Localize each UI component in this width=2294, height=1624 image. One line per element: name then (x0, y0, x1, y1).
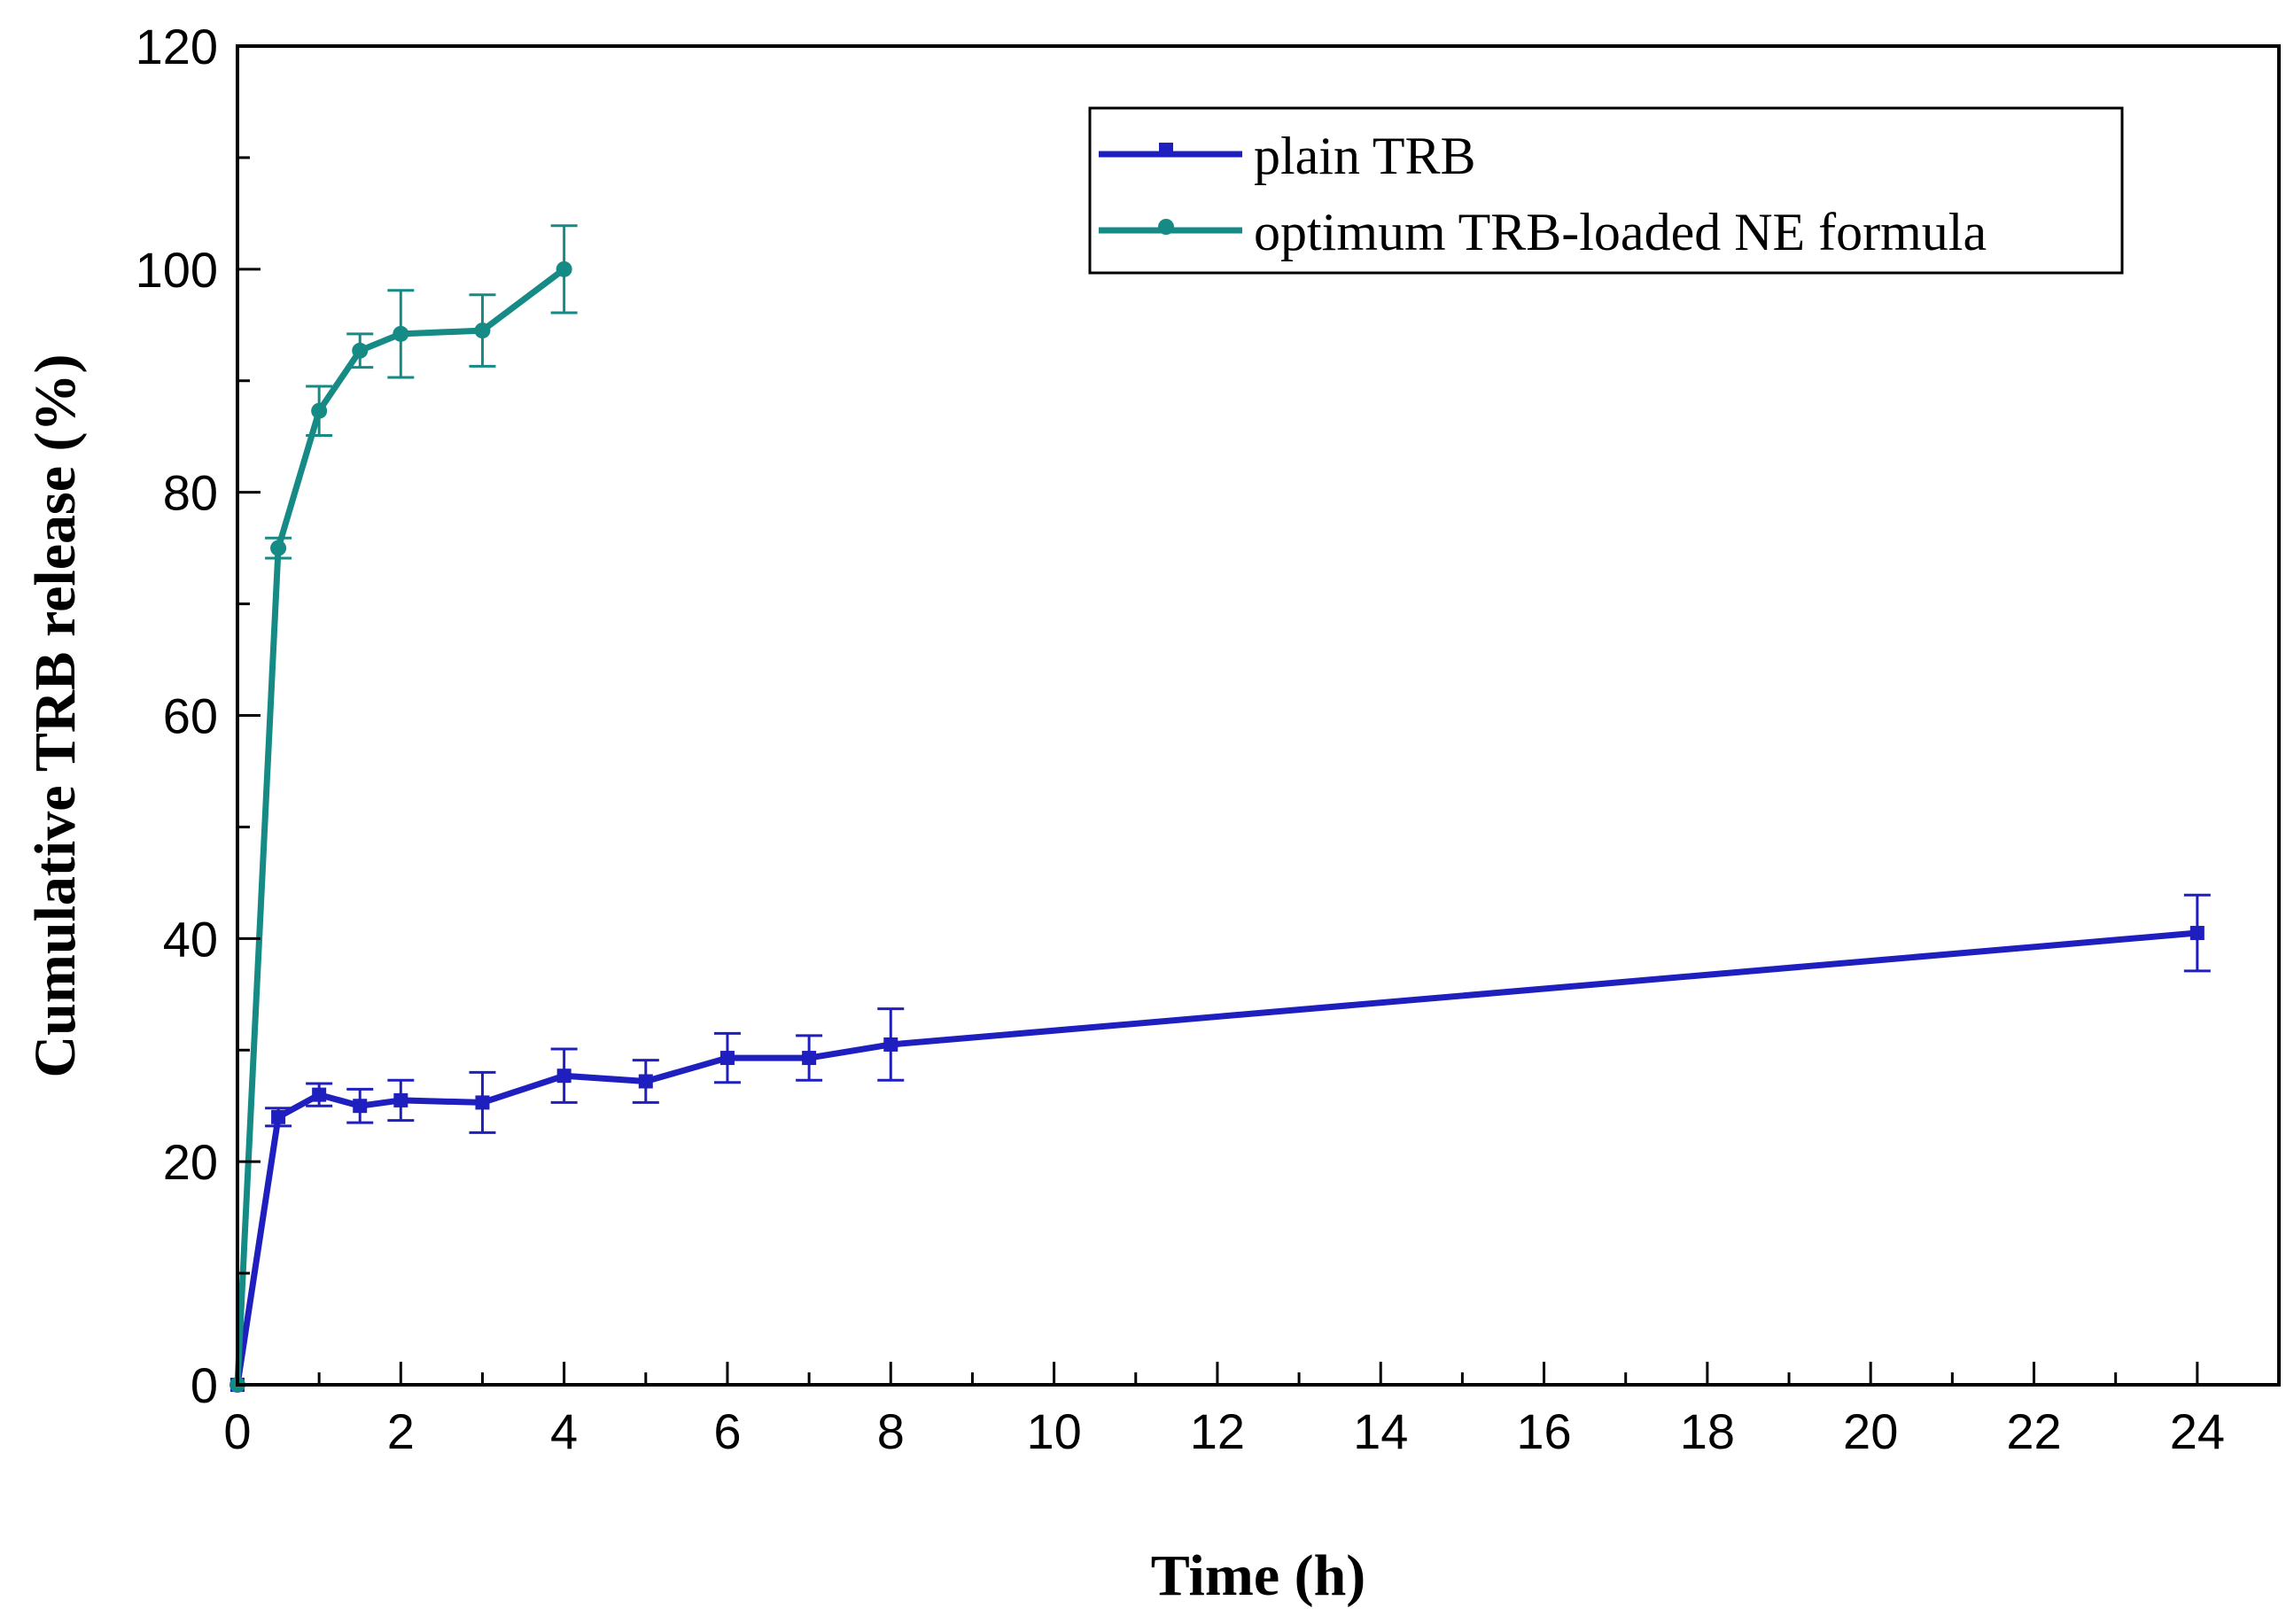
x-tick-label: 14 (1353, 1403, 1408, 1459)
y-tick-label: 80 (163, 465, 218, 521)
x-tick-label: 12 (1190, 1403, 1245, 1459)
legend-marker-ne-formula (1158, 219, 1174, 235)
data-point-plain-trb (475, 1095, 490, 1110)
x-tick-label: 6 (713, 1403, 741, 1459)
legend-label-ne-formula: optimum TRB-loaded NE formula (1254, 203, 1987, 261)
data-point-plain-trb (353, 1099, 368, 1114)
data-point-plain-trb (802, 1051, 817, 1066)
x-tick-label: 2 (387, 1403, 415, 1459)
series-ne-formula (229, 224, 578, 1393)
y-tick-label: 20 (163, 1134, 218, 1190)
data-point-ne-formula (311, 402, 328, 419)
y-tick-label: 60 (163, 688, 218, 744)
x-axis-title: Time (h) (1151, 1543, 1366, 1608)
x-tick-label: 0 (223, 1403, 251, 1459)
y-axis-title: Cumulative TRB release (%) (23, 354, 88, 1078)
legend: plain TRB optimum TRB-loaded NE formula (1088, 106, 2124, 275)
x-tick-label: 18 (1680, 1403, 1735, 1459)
data-point-ne-formula (474, 322, 491, 339)
data-point-plain-trb (393, 1092, 408, 1107)
x-tick-label: 20 (1843, 1403, 1898, 1459)
data-point-plain-trb (638, 1074, 653, 1089)
x-tick-label: 16 (1516, 1403, 1571, 1459)
data-point-ne-formula (352, 342, 369, 359)
data-point-ne-formula (393, 325, 409, 342)
x-tick-label: 22 (2006, 1403, 2061, 1459)
y-tick-label: 40 (163, 911, 218, 967)
data-point-plain-trb (312, 1087, 327, 1102)
data-point-ne-formula (556, 260, 572, 277)
plot-area (229, 224, 2211, 1393)
legend-label-plain-trb: plain TRB (1254, 127, 1476, 185)
y-tick-label: 0 (191, 1357, 218, 1413)
data-point-plain-trb (883, 1037, 898, 1052)
x-tick-label: 8 (877, 1403, 905, 1459)
data-point-ne-formula (270, 540, 287, 556)
x-tick-label: 10 (1026, 1403, 1081, 1459)
data-point-plain-trb (2189, 926, 2205, 941)
y-tick-label: 120 (136, 19, 218, 74)
x-tick-label: 4 (550, 1403, 578, 1459)
data-point-plain-trb (556, 1068, 572, 1084)
legend-marker-plain-trb (1159, 143, 1173, 157)
legend-box (1088, 106, 2124, 275)
data-point-plain-trb (719, 1051, 735, 1066)
x-tick-label: 24 (2170, 1403, 2225, 1459)
data-point-plain-trb (271, 1109, 286, 1124)
y-tick-label: 100 (136, 242, 218, 298)
